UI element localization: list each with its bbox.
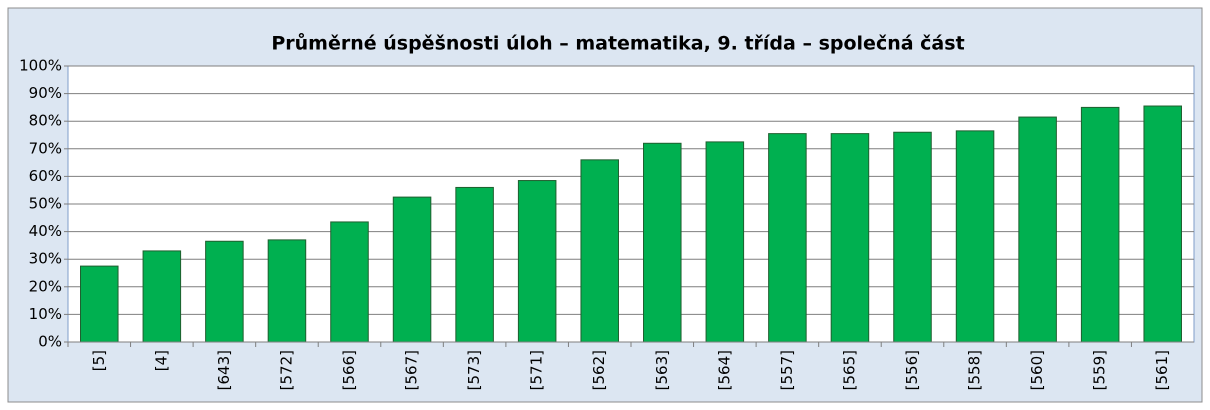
x-tick-label: [559] bbox=[1091, 350, 1109, 390]
x-tick-label: [643] bbox=[215, 350, 233, 390]
bar bbox=[580, 159, 619, 343]
x-tick-label: [573] bbox=[465, 350, 483, 390]
chart-title: Průměrné úspěšnosti úloh – matematika, 9… bbox=[271, 32, 964, 55]
y-tick-label: 20% bbox=[29, 277, 62, 295]
x-tick-label: [563] bbox=[653, 350, 671, 390]
x-tick-label: [562] bbox=[590, 350, 608, 390]
y-tick-label: 30% bbox=[29, 250, 62, 268]
bar bbox=[705, 141, 745, 343]
bar bbox=[267, 239, 307, 343]
bar bbox=[1080, 106, 1120, 343]
x-tick-label: [561] bbox=[1153, 350, 1171, 390]
x-tick-label: [560] bbox=[1028, 350, 1046, 390]
bar bbox=[1018, 116, 1057, 343]
x-tick-label: [567] bbox=[403, 350, 421, 390]
y-tick-label: 90% bbox=[29, 84, 62, 102]
x-tick-label: [557] bbox=[778, 350, 796, 390]
y-tick-label: 100% bbox=[19, 57, 62, 75]
x-tick-label: [5] bbox=[90, 350, 108, 371]
x-tick-label: [565] bbox=[840, 350, 858, 390]
bar bbox=[392, 196, 432, 343]
x-tick-label: [558] bbox=[966, 350, 984, 390]
bar bbox=[893, 131, 932, 343]
bar bbox=[517, 180, 557, 343]
y-tick-label: 80% bbox=[29, 112, 62, 130]
x-tick-label: [564] bbox=[715, 350, 733, 390]
bar bbox=[455, 186, 494, 343]
y-tick-label: 60% bbox=[29, 167, 62, 185]
x-tick-label: [556] bbox=[903, 350, 921, 390]
bar bbox=[830, 133, 870, 343]
bar bbox=[1143, 105, 1182, 343]
bar bbox=[142, 250, 182, 343]
bar bbox=[643, 142, 682, 343]
bar bbox=[205, 240, 244, 343]
x-tick-label: [571] bbox=[528, 350, 546, 390]
x-tick-label: [566] bbox=[340, 350, 358, 390]
x-tick-label: [572] bbox=[277, 350, 295, 390]
bar bbox=[955, 130, 995, 343]
bar bbox=[80, 265, 119, 343]
y-tick-label: 0% bbox=[38, 333, 62, 351]
bar bbox=[768, 133, 807, 343]
x-tick-label: [4] bbox=[152, 350, 170, 371]
y-tick-label: 70% bbox=[29, 139, 62, 157]
y-tick-label: 40% bbox=[29, 222, 62, 240]
y-tick-label: 50% bbox=[29, 195, 62, 213]
y-tick-label: 10% bbox=[29, 305, 62, 323]
bar bbox=[330, 221, 369, 343]
